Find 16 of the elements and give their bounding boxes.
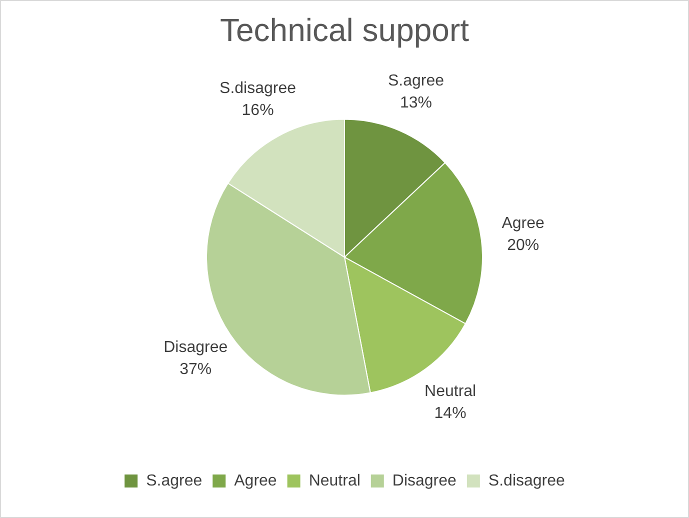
- legend-label: S.disagree: [488, 472, 566, 490]
- legend-label: Disagree: [392, 472, 457, 490]
- data-label: 37%: [180, 360, 212, 378]
- data-label: 13%: [400, 94, 432, 112]
- data-label: 14%: [434, 405, 466, 422]
- slice-label: Agree: [502, 215, 545, 232]
- legend-label: Neutral: [308, 472, 360, 490]
- legend-label: S.agree: [146, 472, 202, 490]
- slice-label: Neutral: [424, 383, 476, 400]
- data-label: 20%: [507, 237, 540, 254]
- legend-label: Agree: [234, 472, 277, 490]
- chart-title: Technical support: [220, 12, 470, 48]
- data-label: 16%: [242, 102, 274, 119]
- slice-label: Disagree: [164, 338, 228, 356]
- slice-label: S.disagree: [220, 80, 296, 97]
- slice-label: S.agree: [388, 72, 444, 90]
